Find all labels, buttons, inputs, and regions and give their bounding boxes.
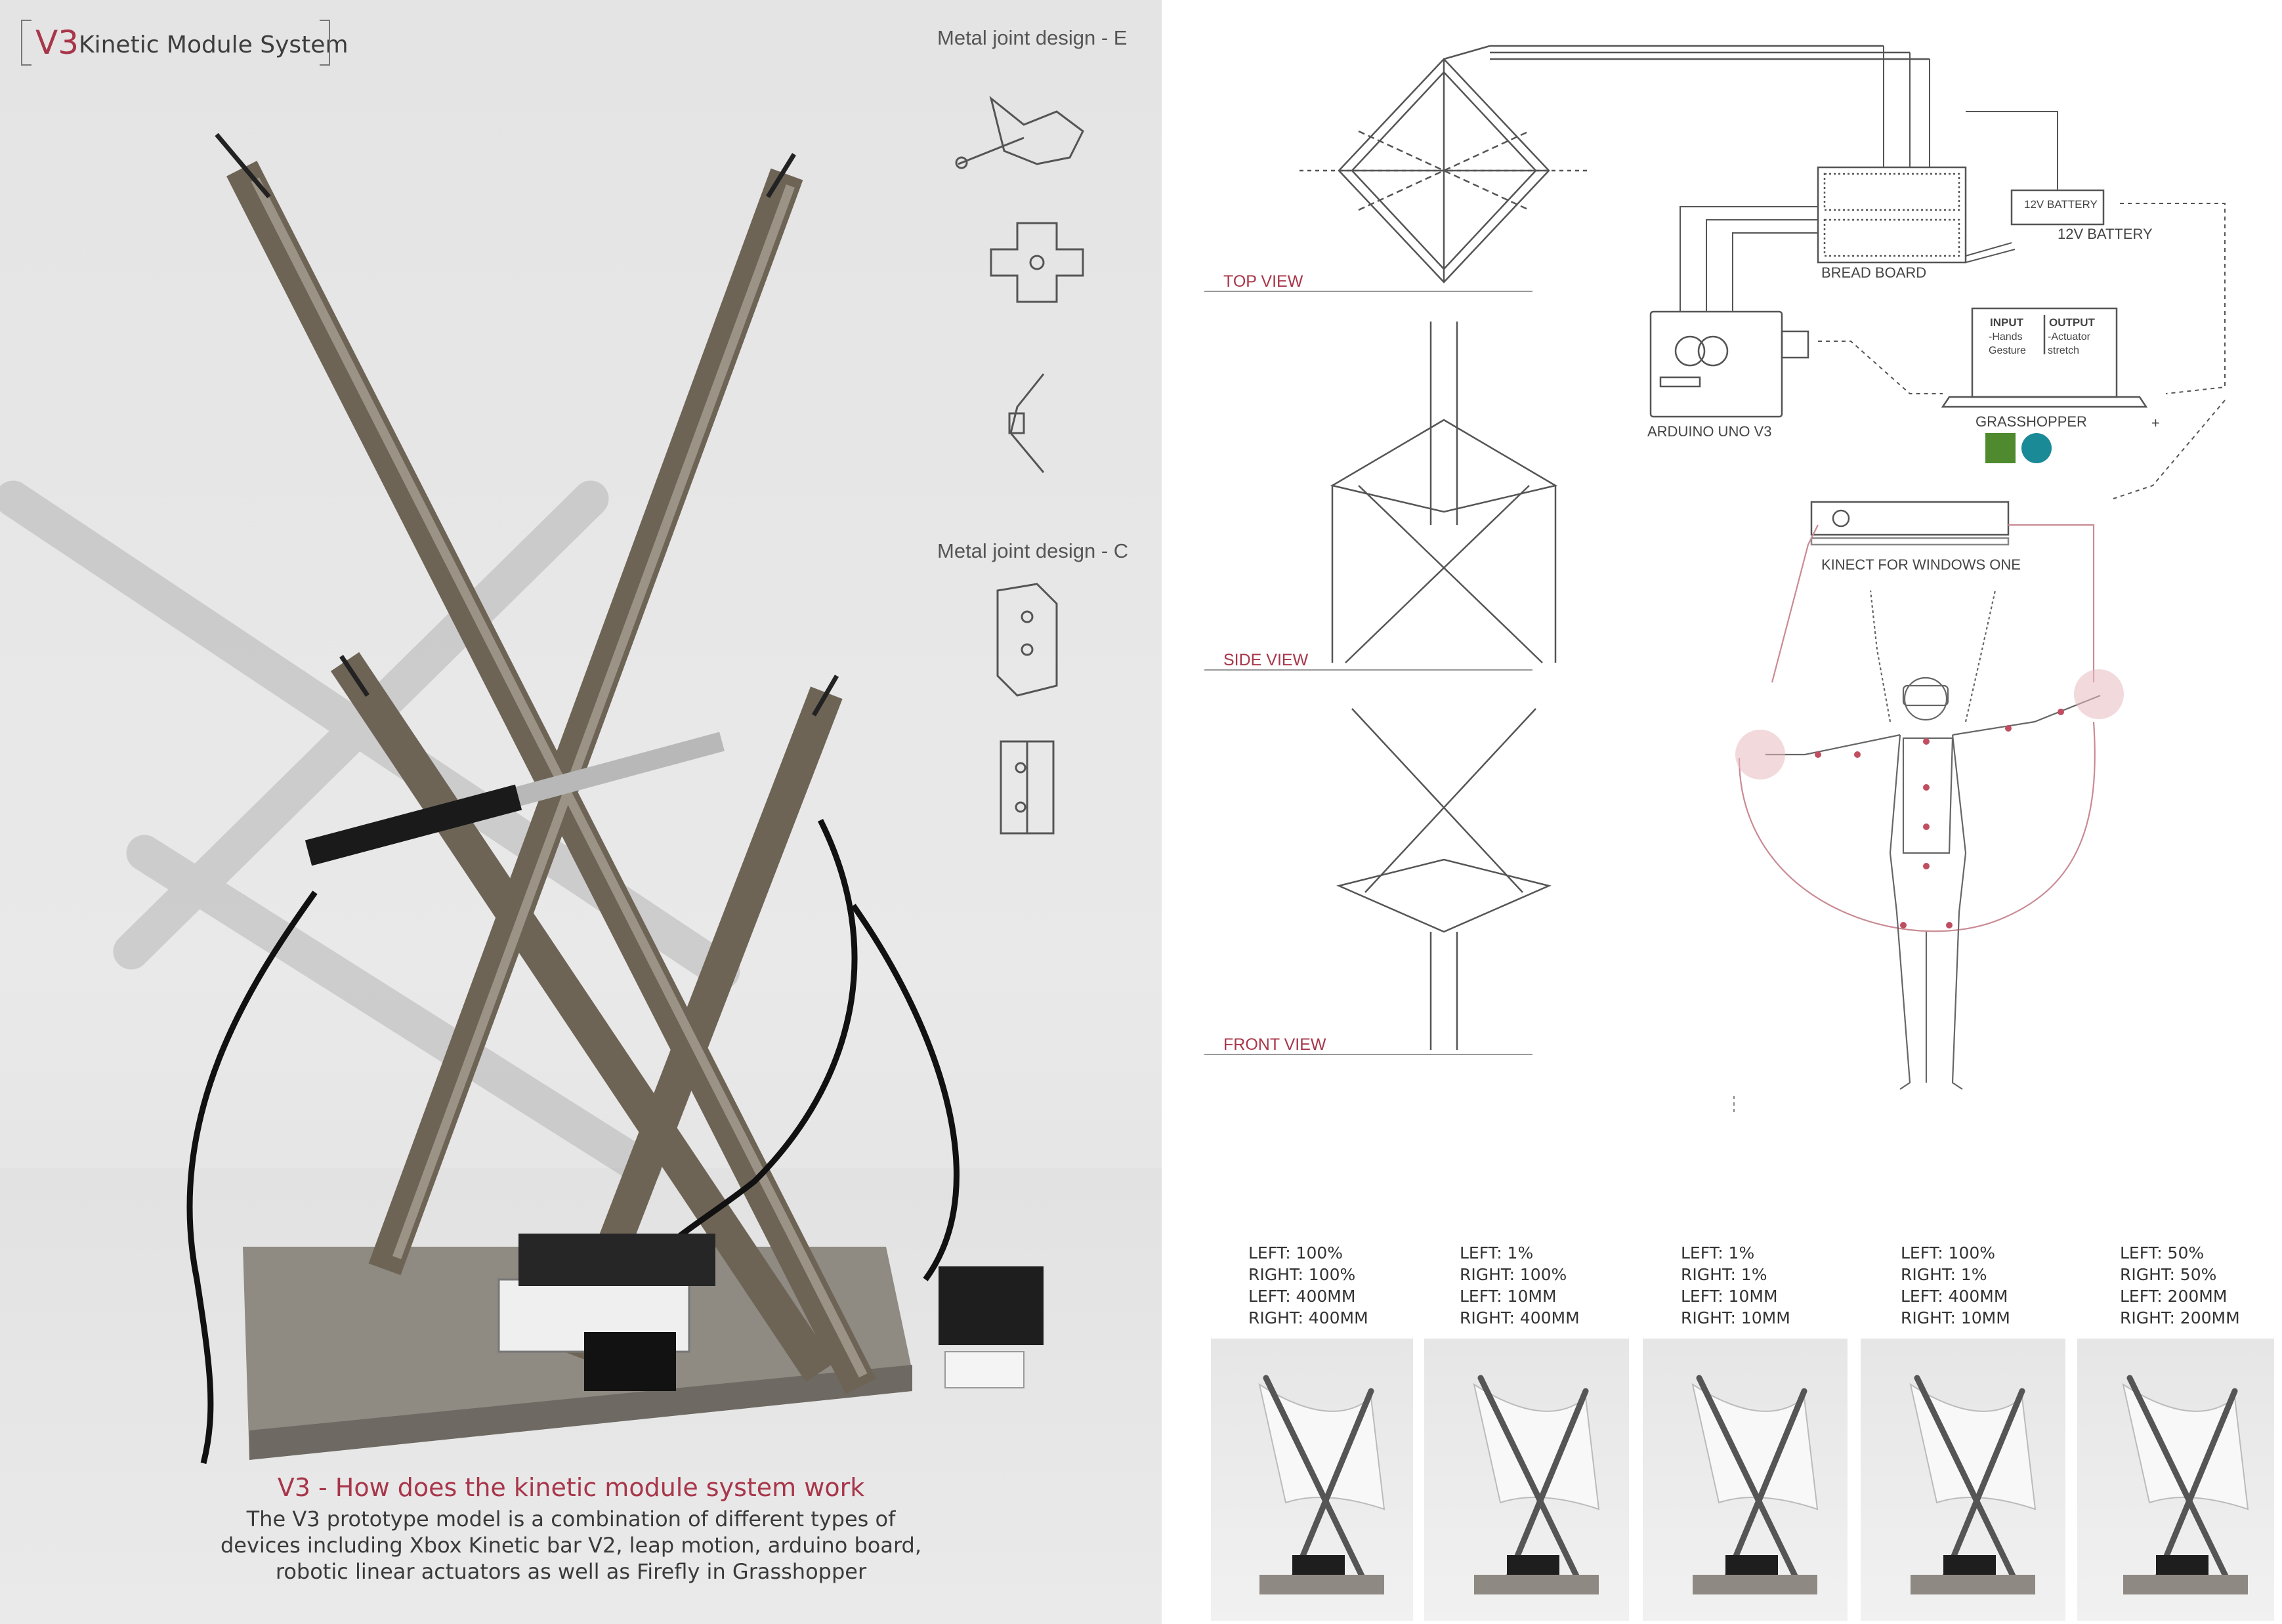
top-view-drawing bbox=[1299, 45, 1930, 283]
caption-body: The V3 prototype model is a combination … bbox=[220, 1507, 922, 1584]
bread-board-drawing bbox=[1817, 166, 1967, 264]
state-model-sketch bbox=[1909, 1375, 2037, 1594]
human-figure-drawing bbox=[1738, 524, 2101, 1090]
state-text-5: LEFT: 50% RIGHT: 50% LEFT: 200MM RIGHT: 200… bbox=[2120, 1243, 2240, 1327]
joint-e-sketch-1 bbox=[955, 96, 1084, 169]
grasshopper-label: GRASSHOPPER bbox=[1976, 413, 2087, 430]
system-diagram bbox=[1299, 45, 2226, 1115]
state-photo-3 bbox=[1643, 1339, 1848, 1621]
input-heading: INPUT bbox=[1990, 316, 2023, 329]
state-model-sketch bbox=[1691, 1375, 1819, 1594]
state-photo-1 bbox=[1211, 1339, 1413, 1621]
state-text-1: LEFT: 100% RIGHT: 100% LEFT: 400MM RIGHT: 4… bbox=[1248, 1243, 1368, 1327]
top-view-label: TOP VIEW bbox=[1223, 272, 1303, 291]
state-photo-5 bbox=[2077, 1339, 2274, 1621]
side-view-label: SIDE VIEW bbox=[1223, 651, 1309, 669]
arduino-drawing bbox=[1649, 310, 1809, 418]
input-line-1: -Hands bbox=[1989, 331, 2023, 343]
side-view-drawing bbox=[1330, 322, 1558, 663]
side-view-line bbox=[1204, 669, 1532, 671]
joint-c-sketch-1 bbox=[996, 583, 1058, 697]
caption: V3 - How does the kinetic module system … bbox=[210, 1473, 932, 1585]
title-v3: V3 bbox=[35, 24, 79, 62]
output-line-1: -Actuator bbox=[2048, 331, 2090, 343]
input-line-2: Gesture bbox=[1989, 345, 2026, 356]
output-heading: OUTPUT bbox=[2049, 316, 2095, 329]
kinect-drawing bbox=[1810, 501, 2010, 546]
state-model-sketch bbox=[2122, 1375, 2249, 1594]
front-view-drawing bbox=[1336, 708, 1552, 1050]
joint-e-sketch-2 bbox=[990, 222, 1084, 303]
front-view-label: FRONT VIEW bbox=[1223, 1035, 1326, 1054]
state-text-4: LEFT: 100% RIGHT: 1% LEFT: 400MM RIGHT: 10M… bbox=[1901, 1243, 2010, 1327]
laptop-drawing bbox=[1941, 307, 2148, 408]
tracking-points bbox=[1815, 709, 2064, 928]
top-view-line bbox=[1204, 291, 1532, 292]
joint-label-c: Metal joint design - C bbox=[937, 539, 1129, 562]
bread-board-label: BREAD BOARD bbox=[1821, 264, 1927, 281]
arduino-label: ARDUINO UNO V3 bbox=[1647, 423, 1772, 440]
joint-e-sketch-3 bbox=[1008, 373, 1045, 473]
joint-sketches bbox=[955, 96, 1084, 835]
state-photo-2 bbox=[1424, 1339, 1629, 1621]
plus-label: + bbox=[2151, 415, 2160, 431]
battery-label: 12V BATTERY bbox=[2058, 226, 2153, 242]
state-model-sketch bbox=[1258, 1375, 1385, 1594]
title-text: Kinetic Module System bbox=[79, 31, 349, 58]
state-text-3: LEFT: 1% RIGHT: 1% LEFT: 10MM RIGHT: 10MM bbox=[1681, 1243, 1790, 1327]
state-text-2: LEFT: 1% RIGHT: 100% LEFT: 10MM RIGHT: 400M… bbox=[1460, 1243, 1580, 1327]
kinect-label: KINECT FOR WINDOWS ONE bbox=[1821, 556, 2021, 573]
caption-title: V3 - How does the kinetic module system … bbox=[277, 1473, 865, 1502]
state-photo-4 bbox=[1861, 1339, 2065, 1621]
front-view-line bbox=[1204, 1054, 1532, 1055]
output-line-2: stretch bbox=[2048, 345, 2080, 356]
state-model-sketch bbox=[1473, 1375, 1600, 1594]
prototype-photo: V3 Kinetic Module System Metal joint des… bbox=[0, 0, 1162, 1624]
joint-c-sketch-2 bbox=[1000, 740, 1055, 835]
joint-label-e: Metal joint design - E bbox=[937, 26, 1128, 49]
battery-box-label: 12V BATTERY bbox=[2024, 198, 2098, 211]
prototype-model-illustration bbox=[0, 133, 1044, 1465]
